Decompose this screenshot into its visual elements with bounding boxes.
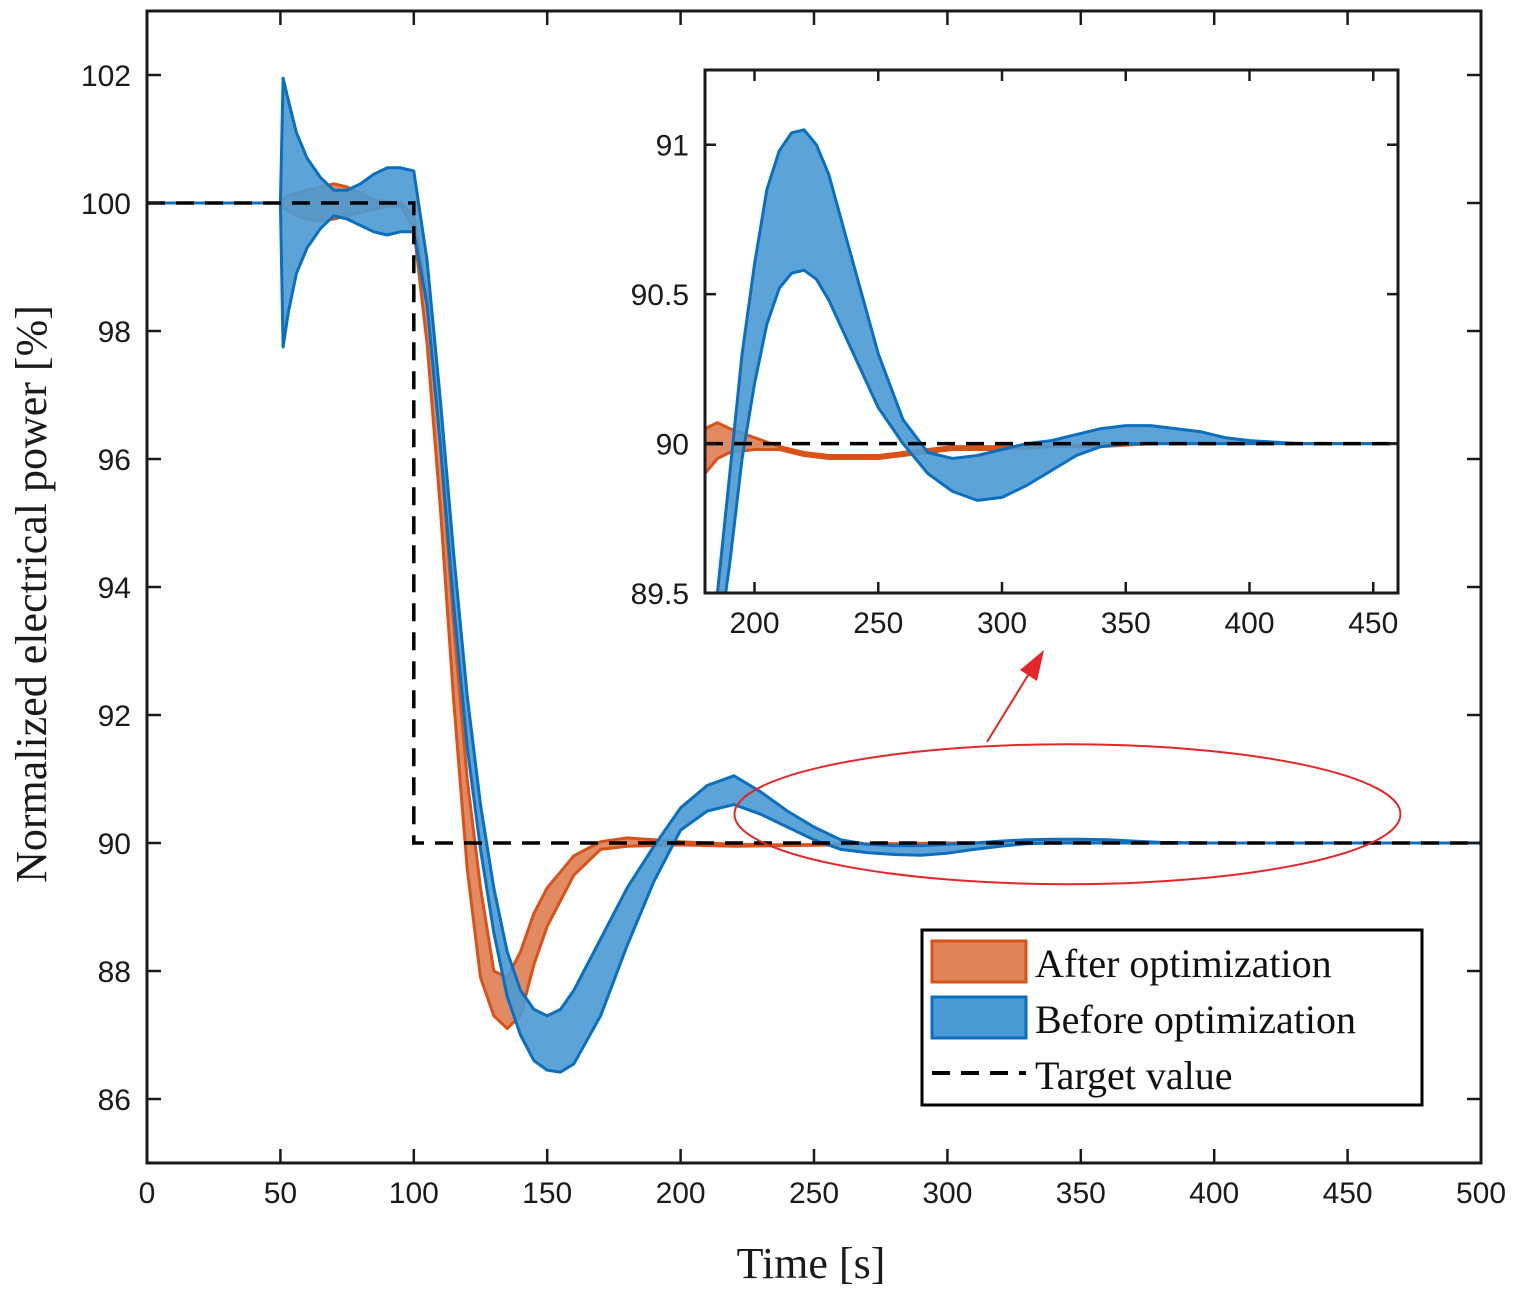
- main-ytick-label: 100: [81, 188, 131, 221]
- inset-frame: [703, 68, 1400, 595]
- main-plot-area: [147, 76, 1481, 1074]
- main-ytick-label: 86: [98, 1084, 131, 1117]
- main-ytick-label: 92: [98, 700, 131, 733]
- inset-xtick-label: 450: [1348, 607, 1398, 640]
- main-band-before: [147, 76, 1481, 1074]
- main-target-line: [147, 201, 1481, 845]
- legend-label-before: Before optimization: [1035, 997, 1356, 1042]
- main-xtick-label: 350: [1056, 1177, 1106, 1210]
- x-axis-label: Time [s]: [737, 1239, 886, 1288]
- main-xtick-label: 150: [522, 1177, 572, 1210]
- inset-xtick-label: 250: [853, 607, 903, 640]
- main-xtick-label: 450: [1323, 1177, 1373, 1210]
- inset-tick-labels: 200 250 300 350 400 450 89.5 90 90.5 91: [631, 130, 1399, 640]
- inset-ytick-label: 91: [656, 130, 689, 163]
- inset-xtick-label: 350: [1101, 607, 1151, 640]
- legend-label-target: Target value: [1035, 1053, 1232, 1098]
- zoom-arrow-head: [1020, 650, 1044, 681]
- zoom-arrow-shaft: [986, 671, 1031, 743]
- inset-plot: 200 250 300 350 400 450 89.5 90 90.5 91: [631, 68, 1400, 640]
- inset-xtick-label: 200: [729, 607, 779, 640]
- main-xtick-label: 400: [1189, 1177, 1239, 1210]
- highlight-ellipse: [733, 743, 1402, 886]
- main-tick-labels: 0 50 100 150 200 250 300 350 400 450 500 86 88 90 92 94…: [81, 60, 1506, 1210]
- main-ytick-label: 98: [98, 316, 131, 349]
- legend-label-after: After optimization: [1035, 941, 1332, 986]
- main-series-layer: [147, 76, 1481, 1074]
- inset-ytick-label: 90: [656, 429, 689, 462]
- legend-swatch-before: [930, 995, 1028, 1040]
- main-ytick-label: 90: [98, 828, 131, 861]
- main-ytick-label: 94: [98, 572, 131, 605]
- inset-ytick-label: 90.5: [631, 279, 689, 312]
- inset-xtick-label: 300: [977, 607, 1027, 640]
- main-xtick-label: 0: [139, 1177, 156, 1210]
- inset-plot-area: [705, 128, 1398, 593]
- main-xtick-label: 250: [789, 1177, 839, 1210]
- main-ytick-label: 88: [98, 956, 131, 989]
- main-xtick-label: 200: [656, 1177, 706, 1210]
- inset-series-layer: [705, 128, 1398, 593]
- legend: After optimization Before optimization T…: [920, 928, 1424, 1107]
- legend-swatch-after: [930, 939, 1028, 984]
- main-xtick-label: 300: [922, 1177, 972, 1210]
- main-xtick-label: 100: [389, 1177, 439, 1210]
- main-xtick-label: 500: [1456, 1177, 1506, 1210]
- main-ytick-label: 102: [81, 60, 131, 93]
- zoom-highlight: [733, 650, 1402, 886]
- main-axes: [145, 9, 1483, 1165]
- inset-ytick-label: 89.5: [631, 578, 689, 611]
- main-xtick-label: 50: [264, 1177, 297, 1210]
- y-axis-label: Normalized electrical power [%]: [7, 305, 56, 883]
- inset-axes: [703, 68, 1400, 595]
- inset-xtick-label: 400: [1224, 607, 1274, 640]
- main-ytick-label: 96: [98, 444, 131, 477]
